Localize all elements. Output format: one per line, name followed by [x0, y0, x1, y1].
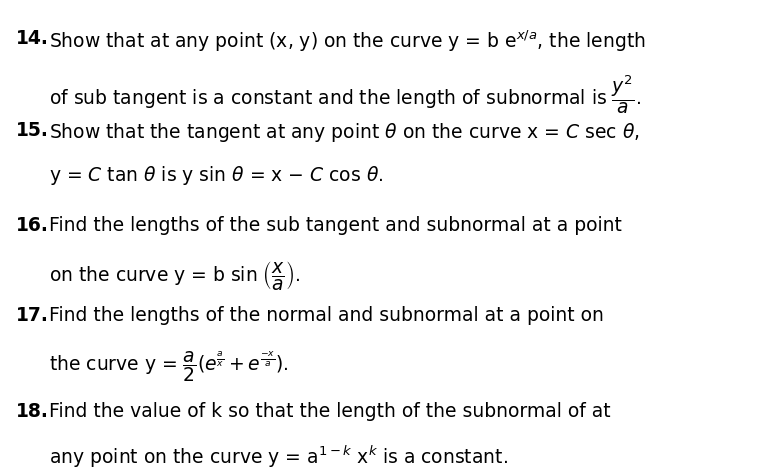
Text: on the curve y = b sin $\left(\dfrac{x}{a}\right)$.: on the curve y = b sin $\left(\dfrac{x}{…: [49, 259, 300, 292]
Text: Show that the tangent at any point $\theta$ on the curve x = $\it{C}$ sec $\thet: Show that the tangent at any point $\the…: [49, 121, 639, 144]
Text: Find the value of k so that the length of the subnormal of at: Find the value of k so that the length o…: [49, 402, 611, 421]
Text: 15.: 15.: [16, 121, 49, 140]
Text: 18.: 18.: [16, 402, 49, 421]
Text: Show that at any point (x, y) on the curve y = b e$^{x/a}$, the length: Show that at any point (x, y) on the cur…: [49, 29, 645, 54]
Text: 14.: 14.: [16, 29, 49, 48]
Text: y = $\it{C}$ tan $\theta$ is y sin $\theta$ = x $-$ $\it{C}$ cos $\theta$.: y = $\it{C}$ tan $\theta$ is y sin $\the…: [49, 165, 384, 187]
Text: Find the lengths of the sub tangent and subnormal at a point: Find the lengths of the sub tangent and …: [49, 216, 621, 235]
Text: the curve y = $\dfrac{a}{2}\left(e^{\frac{a}{x}} + e^{\frac{-x}{a}}\right)$.: the curve y = $\dfrac{a}{2}\left(e^{\fra…: [49, 349, 289, 384]
Text: any point on the curve y = a$^{1-k}$ x$^{k}$ is a constant.: any point on the curve y = a$^{1-k}$ x$^…: [49, 444, 508, 470]
Text: of sub tangent is a constant and the length of subnormal is $\dfrac{y^2}{a}$.: of sub tangent is a constant and the len…: [49, 74, 641, 116]
Text: Find the lengths of the normal and subnormal at a point on: Find the lengths of the normal and subno…: [49, 306, 604, 325]
Text: 17.: 17.: [16, 306, 49, 325]
Text: 16.: 16.: [16, 216, 49, 235]
